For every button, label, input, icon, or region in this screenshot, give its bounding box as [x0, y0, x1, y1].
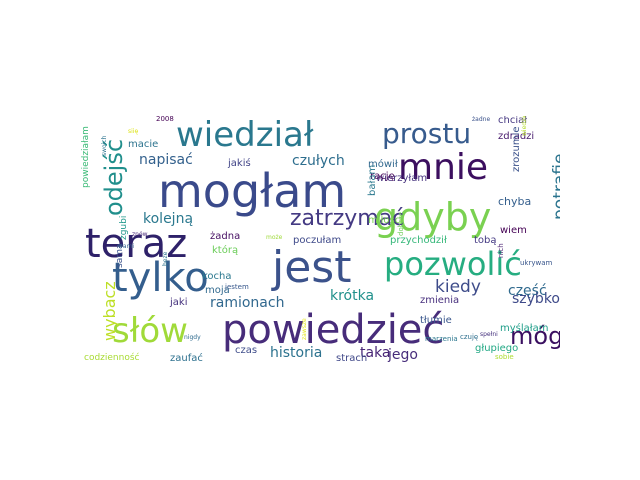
word: ramionach	[210, 295, 285, 311]
word: jakiś	[228, 158, 251, 169]
word: miłości	[368, 215, 403, 226]
word: prostu	[382, 117, 472, 150]
word: słów	[112, 311, 188, 351]
word: powiedzieć	[222, 307, 445, 353]
word: krótka	[330, 288, 375, 304]
word: czas	[235, 345, 258, 356]
word: rację	[370, 171, 395, 182]
word: wiem	[500, 225, 527, 236]
word: wiedziec	[521, 116, 528, 136]
word: jest	[272, 242, 352, 293]
word: może	[266, 234, 283, 241]
word: bałam	[367, 164, 378, 196]
word: chyba	[498, 195, 532, 208]
word: część	[508, 283, 547, 299]
word: zmienia	[420, 295, 460, 306]
word: mnie	[398, 147, 489, 188]
word: myślałam	[500, 323, 549, 334]
word: zgubi	[119, 215, 129, 240]
word: spełni	[480, 331, 498, 338]
word: siię	[128, 128, 139, 135]
word: moja	[205, 285, 230, 296]
word: którą	[212, 245, 239, 256]
word: zawsze	[301, 318, 308, 340]
word: mówił	[368, 159, 398, 170]
word: zdradzi	[498, 131, 535, 142]
word: szybko	[512, 291, 560, 307]
word: dobrze	[397, 211, 405, 236]
word: wierzyłam	[376, 173, 428, 184]
word: wami	[118, 243, 135, 250]
word: zatrzymać	[290, 206, 405, 231]
word: kolejną	[143, 211, 194, 227]
word: tobą	[474, 235, 497, 246]
word: mógł	[510, 322, 560, 350]
word: poczułam	[293, 235, 342, 246]
word: potrafię	[550, 153, 560, 220]
word: 2008	[156, 116, 174, 123]
word: marzenia	[425, 335, 458, 343]
word: codzienność	[84, 353, 140, 363]
word: powiedziałam	[81, 126, 91, 188]
word: czuję	[460, 333, 479, 341]
word: sobie	[495, 353, 514, 361]
word: pozwolić	[384, 245, 522, 283]
word: nigdy	[184, 334, 201, 341]
word: jaki	[170, 297, 188, 308]
word-cloud: mogłam powiedzieć jest teraz tylko gdyby…	[80, 116, 560, 365]
word: jego	[388, 347, 418, 363]
word: wiedział	[176, 116, 314, 155]
word: żadna	[210, 231, 241, 242]
word: głupiego	[475, 343, 519, 354]
word: macie	[128, 139, 159, 150]
word: strach	[336, 353, 368, 364]
word: kiedy	[435, 277, 481, 297]
word: tłumie	[420, 315, 452, 326]
word: beze	[162, 251, 169, 266]
word: żadne	[472, 116, 491, 123]
word: teraz	[85, 221, 188, 267]
word: mogłam	[158, 164, 347, 218]
word: przychodził	[390, 235, 447, 246]
word: czułych	[292, 153, 345, 169]
word: jestem	[225, 283, 249, 291]
word: ukrywam	[520, 259, 553, 267]
word: historia	[270, 345, 323, 361]
word: kocha	[202, 271, 232, 282]
word: chciał	[498, 116, 528, 126]
word: zaufać	[170, 353, 203, 364]
word: gdyby	[374, 195, 492, 239]
word: swoich	[101, 135, 108, 156]
word: napisać	[139, 152, 193, 168]
word: taka	[360, 345, 391, 361]
word: nich	[497, 243, 505, 258]
word: tylko	[112, 255, 209, 301]
word: wybacz	[100, 281, 119, 341]
word: znów	[132, 231, 148, 238]
